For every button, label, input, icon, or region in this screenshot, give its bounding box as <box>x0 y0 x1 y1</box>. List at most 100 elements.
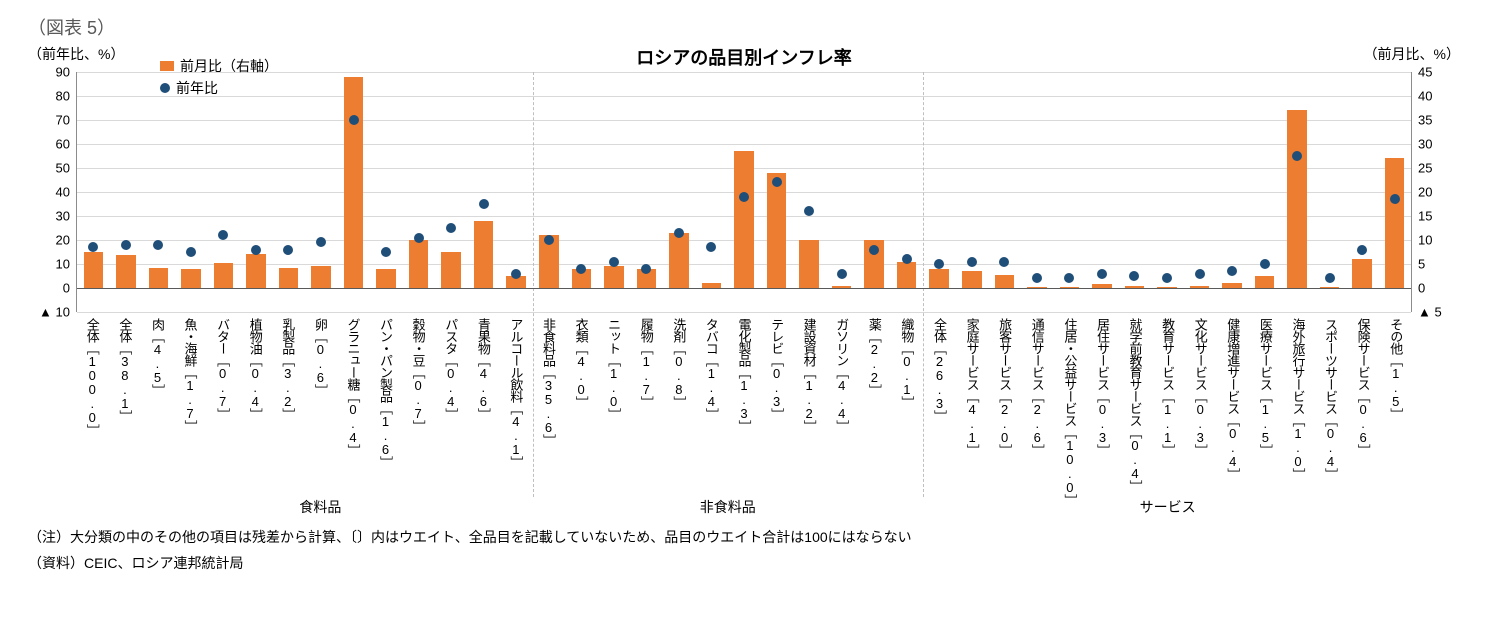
dot <box>88 242 98 252</box>
chart-title: ロシアの品目別インフレ率 <box>636 44 851 70</box>
x-label: 薬［2.2］ <box>865 318 884 396</box>
yaxis-left-tick: 40 <box>56 185 70 200</box>
bar <box>116 255 136 288</box>
bar <box>1255 276 1275 288</box>
dot <box>609 257 619 267</box>
dot <box>739 192 749 202</box>
yaxis-right: ▲ 5051015202530354045 <box>1412 72 1460 312</box>
yaxis-right-tick: 40 <box>1418 89 1432 104</box>
dot <box>772 177 782 187</box>
bar <box>181 269 201 288</box>
bar <box>474 221 494 288</box>
dot <box>1325 273 1335 283</box>
bar <box>1320 287 1340 288</box>
group-label: 食料品 <box>299 497 341 517</box>
dot <box>1227 266 1237 276</box>
dot <box>706 242 716 252</box>
x-label: ガソリン［4.4］ <box>832 318 851 432</box>
yaxis-right-tick: 0 <box>1418 281 1425 296</box>
x-label: 卵［0.6］ <box>311 318 330 396</box>
x-label: テレビ［0.3］ <box>767 318 786 420</box>
dot <box>446 223 456 233</box>
dot <box>576 264 586 274</box>
bar <box>929 269 949 288</box>
dot <box>999 257 1009 267</box>
dot <box>837 269 847 279</box>
dot <box>544 235 554 245</box>
x-label: 家庭サービス［4.1］ <box>963 318 982 456</box>
bar <box>214 263 234 288</box>
bar <box>1385 158 1405 288</box>
yaxis-left-tick: 20 <box>56 233 70 248</box>
legend: 前月比（右軸） 前年比 <box>160 56 278 100</box>
yaxis-right-tick: 5 <box>1418 257 1425 272</box>
dot <box>1032 273 1042 283</box>
bar <box>1125 286 1145 288</box>
dot <box>283 245 293 255</box>
plot-area <box>76 72 1412 312</box>
dot <box>641 264 651 274</box>
bar <box>962 271 982 288</box>
x-label: 海外旅行サービス［1.0］ <box>1288 318 1307 480</box>
dot <box>153 240 163 250</box>
yaxis-right-title: （前月比、%） <box>1364 44 1460 64</box>
bar-swatch-icon <box>160 61 174 71</box>
bar <box>441 252 461 288</box>
x-label: スポーツサービス［0.4］ <box>1321 318 1340 480</box>
x-label: 魚・海鮮［1.7］ <box>181 318 200 432</box>
bar <box>1157 287 1177 288</box>
dot <box>1195 269 1205 279</box>
bar <box>279 268 299 288</box>
bar <box>1287 110 1307 288</box>
bar <box>604 266 624 288</box>
x-label: 通信サービス［2.6］ <box>1028 318 1047 456</box>
yaxis-left-tick: 50 <box>56 161 70 176</box>
x-label: 肉［4.5］ <box>148 318 167 396</box>
yaxis-left-tick: ▲ 10 <box>39 305 70 320</box>
bar <box>344 77 364 288</box>
dot <box>967 257 977 267</box>
x-label: その他［1.5］ <box>1386 318 1405 420</box>
yaxis-right-tick: 30 <box>1418 137 1432 152</box>
bar <box>311 266 331 288</box>
bar <box>734 151 754 288</box>
dot <box>902 254 912 264</box>
x-label: 洗剤［0.8］ <box>669 318 688 408</box>
yaxis-right-tick: 35 <box>1418 113 1432 128</box>
x-label: バター［0.7］ <box>213 318 232 420</box>
bar <box>1222 283 1242 288</box>
x-label: 旅客サービス［2.0］ <box>995 318 1014 456</box>
dot <box>349 115 359 125</box>
yaxis-left-tick: 60 <box>56 137 70 152</box>
yaxis-left-tick: 90 <box>56 65 70 80</box>
dot <box>1390 194 1400 204</box>
dot <box>1292 151 1302 161</box>
x-label: 全体［26.3］ <box>930 318 949 422</box>
yaxis-right-tick: 45 <box>1418 65 1432 80</box>
yaxis-left-tick: 80 <box>56 89 70 104</box>
bar <box>897 262 917 288</box>
x-label: 就学前教育サービス［0.4］ <box>1126 318 1145 492</box>
x-label: パン・パン製品［1.6］ <box>376 318 395 468</box>
yaxis-right-tick: 20 <box>1418 185 1432 200</box>
x-label: アルコール飲料［4.1］ <box>506 318 525 468</box>
x-label: 文化サービス［0.3］ <box>1191 318 1210 456</box>
dot <box>1260 259 1270 269</box>
bar <box>1027 287 1047 288</box>
note: （注）大分類の中のその他の項目は残差から計算、〔〕内はウエイト、全品目を記載して… <box>28 527 1460 547</box>
dot <box>381 247 391 257</box>
x-label: 全体［38.1］ <box>115 318 134 422</box>
dot-swatch-icon <box>160 83 170 93</box>
x-axis-labels: 全体［100.0］全体［38.1］肉［4.5］魚・海鮮［1.7］バター［0.7］… <box>76 312 1412 497</box>
legend-dot-label: 前年比 <box>176 78 218 98</box>
dot <box>674 228 684 238</box>
bar <box>409 240 429 288</box>
legend-bar-label: 前月比（右軸） <box>180 56 278 76</box>
dot <box>934 259 944 269</box>
dot <box>316 237 326 247</box>
x-label: 保険サービス［0.6］ <box>1354 318 1373 456</box>
source: （資料）CEIC、ロシア連邦統計局 <box>28 553 1460 573</box>
dot <box>251 245 261 255</box>
yaxis-right-tick: 25 <box>1418 161 1432 176</box>
legend-dot: 前年比 <box>160 78 278 98</box>
